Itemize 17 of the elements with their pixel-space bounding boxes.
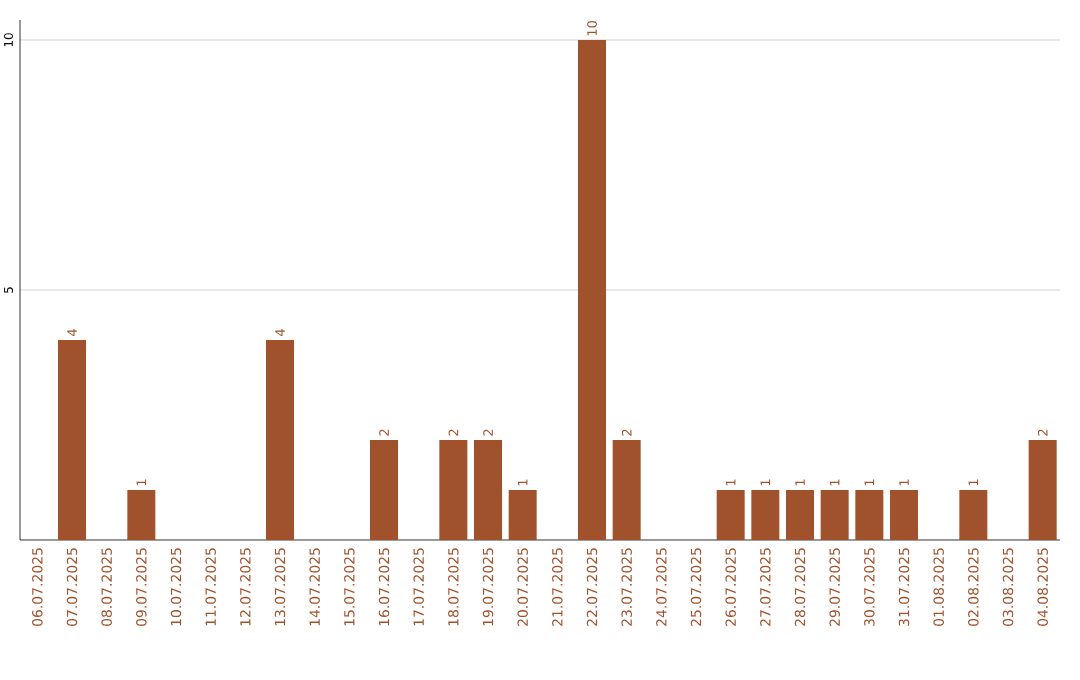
bar [578, 39, 607, 540]
bar [474, 440, 502, 540]
bar [58, 339, 86, 540]
bar [127, 490, 156, 540]
bar [959, 490, 988, 540]
bar [439, 440, 468, 540]
bar [716, 490, 745, 540]
bar [370, 440, 398, 540]
bar [890, 490, 919, 540]
bar [266, 339, 294, 540]
bar [786, 490, 815, 540]
bar [1028, 440, 1057, 540]
bar [855, 490, 884, 540]
bar [508, 490, 537, 540]
bar [820, 490, 849, 540]
bar [612, 440, 641, 540]
bar [751, 490, 780, 540]
